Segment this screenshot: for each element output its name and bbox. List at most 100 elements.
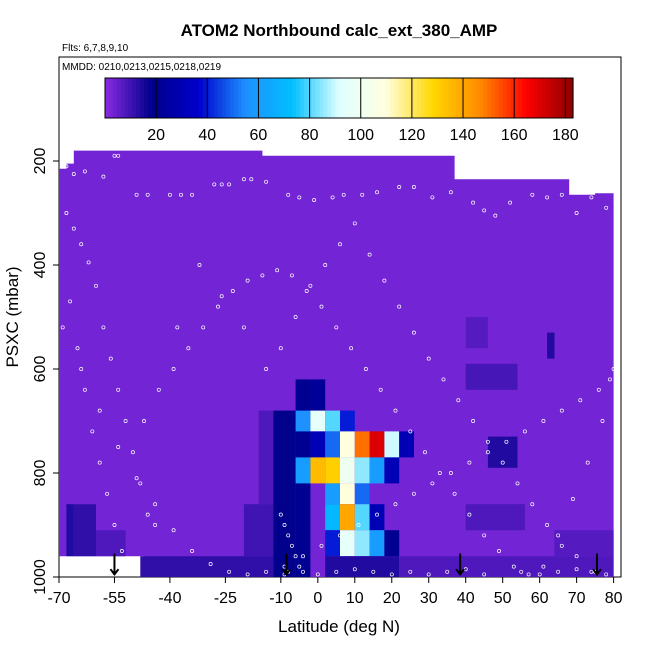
- sample-point: [123, 419, 128, 423]
- sample-point: [227, 182, 232, 187]
- colorbar-segment: [202, 78, 207, 118]
- colorbar-segment: [272, 78, 278, 118]
- sample-point: [127, 564, 132, 569]
- colorbar-tick-label: 180: [552, 127, 579, 144]
- colorbar-segment: [397, 78, 402, 118]
- sample-point: [82, 387, 87, 392]
- sample-point: [611, 367, 616, 371]
- colorbar-segment: [463, 78, 469, 118]
- sample-point: [323, 263, 328, 267]
- sample-point: [153, 502, 158, 507]
- heatmap-cell: [340, 530, 355, 557]
- heatmap-cell: [340, 483, 355, 505]
- heatmap-cell: [369, 530, 385, 557]
- colorbar-segment: [132, 78, 137, 118]
- colorbar-segment: [296, 78, 301, 118]
- colorbar-segment: [159, 78, 165, 118]
- colorbar-segment: [300, 78, 305, 118]
- sample-point: [448, 190, 453, 195]
- heatmap-cell: [354, 530, 370, 557]
- sample-point: [471, 419, 476, 423]
- colorbar-segment: [432, 78, 438, 118]
- sample-point: [545, 195, 550, 200]
- sample-point: [508, 200, 513, 205]
- heatmap-cell: [369, 457, 385, 484]
- heatmap-cell: [258, 410, 274, 505]
- sample-point: [289, 543, 294, 548]
- colorbar-segment: [229, 78, 235, 118]
- colorbar-segment: [155, 78, 161, 118]
- sample-point: [519, 569, 524, 574]
- colorbar-segment: [210, 78, 215, 118]
- heatmap-cell: [66, 504, 74, 557]
- colorbar-segment: [288, 78, 293, 118]
- sample-point: [585, 460, 590, 465]
- colorbar-segment: [327, 78, 332, 118]
- colorbar-segment: [545, 78, 551, 118]
- colorbar-segment: [405, 78, 410, 118]
- colorbar-segment: [225, 78, 231, 118]
- heatmap-cell: [325, 410, 340, 432]
- colorbar-segment: [171, 78, 176, 118]
- sample-point: [574, 554, 579, 559]
- colorbar-segment: [151, 78, 157, 118]
- sample-point: [441, 377, 446, 382]
- x-tick-label: -55: [103, 590, 126, 607]
- sample-point: [482, 533, 487, 538]
- heatmap-cell: [310, 410, 326, 432]
- sample-point: [408, 569, 413, 574]
- sample-point: [589, 195, 594, 200]
- sample-point: [301, 554, 305, 559]
- sample-point: [397, 185, 402, 189]
- sample-point: [219, 294, 224, 299]
- heatmap-cell: [273, 410, 296, 577]
- colorbar-segment: [393, 78, 399, 118]
- sample-point: [360, 192, 365, 197]
- colorbar-segment: [183, 78, 188, 118]
- sample-point: [378, 387, 383, 392]
- sample-point: [293, 315, 298, 319]
- colorbar-segment: [346, 78, 352, 118]
- colorbar-segment: [140, 78, 145, 118]
- sample-point: [138, 481, 143, 486]
- colorbar-segment: [175, 78, 180, 118]
- sample-point: [485, 450, 490, 455]
- sample-point: [389, 572, 394, 577]
- colorbar-segment: [284, 78, 289, 118]
- colorbar-segment: [264, 78, 270, 118]
- x-axis-label: Latitude (deg N): [278, 617, 400, 636]
- sample-point: [504, 439, 509, 444]
- flight-arrow-head: [455, 568, 465, 577]
- sample-point: [190, 192, 195, 197]
- colorbar-segment: [245, 78, 250, 118]
- colorbar-segment: [510, 78, 516, 118]
- heatmap-cell: [310, 379, 326, 411]
- sample-point: [264, 179, 269, 184]
- flight-arrow-head: [592, 568, 602, 577]
- colorbar-segment: [401, 78, 406, 118]
- sample-point: [186, 346, 191, 351]
- sample-point: [556, 533, 561, 538]
- sample-point: [286, 192, 291, 197]
- sample-point: [596, 387, 601, 392]
- heatmap-cell: [354, 483, 370, 505]
- colorbar-segment: [147, 78, 153, 118]
- sample-point: [79, 367, 84, 371]
- sample-point: [537, 572, 542, 577]
- sample-point: [334, 325, 339, 330]
- colorbar-segment: [565, 78, 570, 118]
- colorbar-segment: [112, 78, 118, 118]
- sample-point: [574, 567, 579, 572]
- colorbar-segment: [222, 78, 227, 118]
- colorbar-segment: [541, 78, 547, 118]
- sample-point: [75, 346, 80, 351]
- colorbar-segment: [303, 78, 309, 118]
- colorbar-segment: [105, 78, 110, 118]
- colorbar-segment: [522, 78, 527, 118]
- colorbar-tick-label: 40: [198, 127, 216, 144]
- sample-point: [116, 153, 121, 158]
- colorbar-segment: [424, 78, 430, 118]
- sample-point: [190, 549, 195, 553]
- colorbar-tick-label: 20: [147, 127, 165, 144]
- sample-point: [134, 192, 139, 197]
